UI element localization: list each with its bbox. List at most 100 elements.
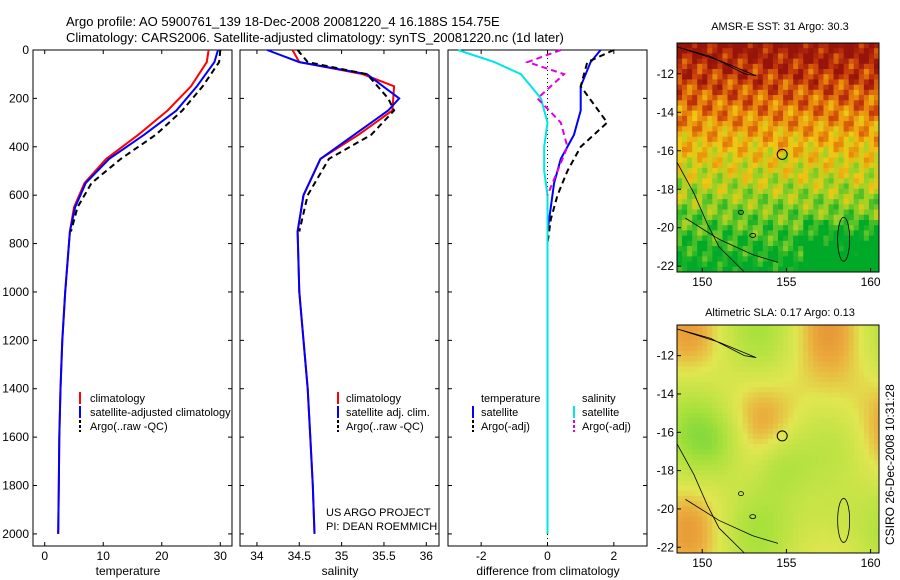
sla-map-cell: [853, 350, 860, 357]
sst-map-cell: [868, 167, 875, 174]
sst-map-cell: [858, 115, 865, 122]
sla-map-cell: [677, 413, 683, 419]
difference-legend: temperature satellite Argo(-adj) salinit…: [472, 393, 631, 433]
sla-map-cell: [737, 501, 744, 507]
sst-map-cell: [692, 95, 698, 101]
sst-map-cell: [793, 225, 799, 231]
sst-map-cell: [868, 141, 875, 148]
sla-map-cell: [858, 475, 865, 481]
sst-map-cell: [742, 69, 749, 75]
sst-map-cell: [772, 199, 779, 205]
sst-map-cell: [848, 63, 855, 70]
sst-map-cell: [838, 235, 845, 242]
sst-map-cell: [823, 95, 829, 101]
sla-map-cell: [712, 413, 718, 419]
sla-map-cell: [712, 335, 718, 341]
sla-map-cell: [757, 397, 764, 404]
sst-map-cell: [838, 240, 845, 247]
sla-map-cell: [772, 527, 779, 533]
sst-map-cell: [833, 230, 839, 236]
sst-map-cell: [863, 225, 870, 231]
sst-map-cell: [742, 157, 749, 164]
sla-map-cell: [808, 356, 814, 362]
sla-map-cell: [687, 423, 693, 430]
sst-map-cell: [677, 167, 683, 174]
sst-map-cell: [833, 121, 839, 127]
sla-map-cell: [717, 382, 723, 388]
sla-map-cell: [697, 527, 703, 533]
sst-map-cell: [803, 173, 809, 179]
difference-series-3: [524, 49, 569, 196]
sla-map-cell: [707, 449, 713, 455]
sla-map-cell: [732, 496, 738, 502]
sst-map-cell: [838, 58, 845, 65]
sst-map-cell: [762, 95, 769, 101]
sla-map-cell: [803, 485, 809, 492]
sst-map-cell: [778, 219, 784, 226]
sst-map-cell: [843, 105, 850, 112]
sla-map-cell: [742, 454, 749, 461]
sst-map-cell: [722, 261, 728, 268]
sst-map-cell: [767, 152, 774, 158]
sla-map-cell: [848, 340, 855, 347]
sst-map-cell: [757, 235, 764, 242]
sst-map-cell: [727, 230, 733, 236]
depth-tick-label: 200: [9, 91, 29, 105]
sla-map-cell: [732, 501, 738, 507]
sst-map-cell: [808, 193, 814, 200]
sla-map-cell: [677, 464, 683, 471]
sla-map-cell: [707, 485, 713, 492]
sla-map-cell: [707, 542, 713, 549]
sla-map-cell: [762, 371, 769, 378]
sst-map-cell: [833, 225, 839, 231]
sst-map-cell: [752, 131, 759, 138]
sla-map-cell: [803, 475, 809, 481]
sst-map-cell: [848, 256, 855, 262]
sla-map-cell: [717, 470, 723, 476]
sst-map-cell: [687, 173, 693, 179]
sla-map-cell: [757, 382, 764, 388]
sla-map-cell: [873, 537, 880, 544]
sla-map-cell: [752, 387, 759, 393]
sla-map-cell: [808, 371, 814, 378]
sla-map-cell: [848, 433, 855, 440]
sla-map-cell: [853, 521, 860, 528]
sla-map-cell: [803, 449, 809, 455]
sla-map-cell: [767, 335, 774, 341]
sla-map-cell: [677, 397, 683, 404]
sst-map-cell: [783, 58, 789, 65]
sst-map-cell: [742, 89, 749, 96]
sla-map-cell: [793, 449, 799, 455]
sla-map-cell: [682, 532, 688, 538]
sst-map-cell: [717, 105, 723, 112]
sla-map-cell: [677, 335, 683, 341]
sla-map-cell: [692, 423, 698, 430]
sst-map-cell: [687, 162, 693, 169]
sla-map-cell: [762, 392, 769, 398]
sla-map-cell: [752, 366, 759, 373]
sst-map-cell: [828, 240, 834, 247]
sst-map-cell: [848, 58, 855, 65]
sst-map-cell: [808, 53, 814, 60]
sst-map-cell: [742, 74, 749, 80]
sla-map-cell: [722, 542, 728, 549]
sst-map-cell: [833, 152, 839, 158]
sst-map-cell: [788, 219, 794, 226]
sla-map-cell: [702, 547, 708, 554]
sst-map-cell: [732, 95, 738, 101]
sla-map-cell: [762, 439, 769, 445]
sst-map-cell: [823, 178, 829, 184]
sst-map-cell: [697, 162, 703, 169]
sla-map-cell: [682, 325, 688, 331]
sst-map-cell: [858, 79, 865, 86]
sla-map-cell: [687, 392, 693, 398]
sla-map-cell: [742, 459, 749, 466]
sla-map-cell: [757, 423, 764, 430]
sst-map-cell: [783, 100, 789, 106]
sst-map-cell: [712, 131, 718, 138]
sst-map-cell: [752, 58, 759, 65]
sla-map-cell: [853, 485, 860, 492]
sla-map-cell: [778, 345, 784, 352]
sst-map-cell: [772, 53, 779, 60]
sst-map-cell: [742, 147, 749, 153]
